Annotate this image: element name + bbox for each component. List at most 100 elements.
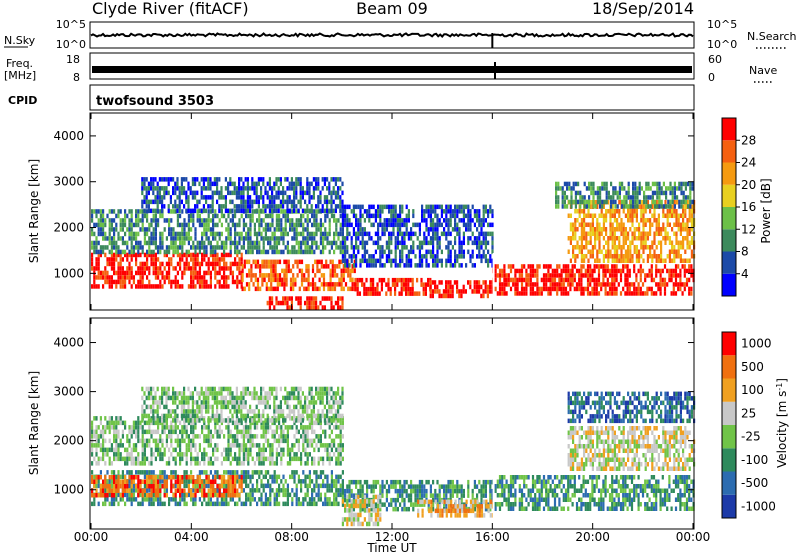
power-cell [157, 257, 160, 262]
power-cell [247, 231, 250, 237]
power-cell [368, 258, 371, 264]
power-cell [632, 190, 635, 196]
power-cell [306, 222, 309, 228]
power-cell [491, 249, 494, 255]
power-cell [148, 236, 151, 241]
power-cell [355, 204, 358, 210]
power-cell [150, 222, 153, 228]
velocity-cell [425, 499, 429, 505]
power-cell [340, 268, 343, 274]
power-cell [342, 286, 345, 292]
power-cell [159, 284, 162, 289]
power-cell [671, 190, 674, 196]
power-cell [580, 218, 583, 223]
power-cell [341, 258, 344, 264]
power-cell [641, 282, 645, 287]
power-cell [458, 240, 461, 246]
power-cell [286, 208, 289, 214]
power-cell [214, 209, 217, 214]
velocity-cell [385, 497, 388, 503]
power-cell [412, 222, 415, 228]
velocity-cell [423, 499, 426, 505]
power-region [341, 204, 494, 268]
power-cell [167, 204, 170, 209]
power-cell [154, 266, 157, 271]
power-cell [610, 181, 613, 187]
power-cell [650, 291, 653, 296]
power-cell [462, 284, 465, 290]
power-cell [216, 213, 219, 219]
power-cell [422, 282, 425, 287]
power-region [141, 177, 344, 214]
velocity-cell [278, 492, 281, 498]
power-cell [172, 279, 175, 285]
power-cell [234, 240, 237, 246]
power-cell [322, 273, 326, 278]
power-cell [558, 277, 561, 283]
power-cell [253, 209, 256, 214]
power-cell [471, 249, 474, 255]
velocity-cell [414, 488, 417, 494]
power-cell [187, 284, 190, 289]
power-cell [203, 279, 206, 285]
velocity-cell [467, 484, 470, 489]
power-cell [505, 282, 508, 287]
power-cell [611, 273, 614, 278]
power-cell [606, 268, 609, 274]
power-cell [196, 177, 199, 182]
power-cell [358, 291, 361, 296]
power-cell [368, 209, 371, 214]
power-cell [240, 284, 243, 289]
power-cell [267, 240, 270, 246]
velocity-cell [236, 479, 239, 484]
velocity-cell [392, 479, 395, 485]
velocity-cell [434, 499, 437, 505]
power-cell [207, 227, 210, 232]
power-cell [115, 227, 118, 232]
power-cell [253, 245, 256, 250]
power-cell [220, 275, 223, 280]
power-cell [340, 286, 343, 292]
power-cell [342, 264, 345, 269]
velocity-cell [99, 484, 102, 489]
power-cell [572, 222, 575, 227]
power-cell [555, 181, 558, 187]
power-cell [676, 195, 679, 200]
power-cell [176, 231, 179, 237]
power-cell [635, 258, 638, 263]
power-cell [187, 227, 190, 232]
power-cell [256, 218, 259, 223]
power-cell [352, 213, 355, 219]
power-cell [467, 213, 470, 219]
power-cell [346, 218, 349, 223]
power-cell [95, 284, 98, 289]
power-cell [266, 181, 269, 187]
power-cell [170, 236, 173, 241]
velocity-cell [93, 493, 96, 498]
power-cell [427, 227, 430, 232]
velocity-cell [236, 470, 239, 475]
power-cell [523, 291, 526, 296]
power-cell [341, 254, 344, 259]
power-cell [211, 181, 214, 187]
velocity-cell [394, 488, 397, 494]
power-cell [330, 195, 333, 200]
power-cell [235, 204, 238, 209]
power-cell [251, 245, 254, 250]
power-cell [601, 186, 604, 191]
power-cell [337, 218, 340, 223]
velocity-cell [392, 484, 395, 489]
power-cell [311, 286, 315, 292]
power-cell [673, 195, 676, 200]
power-cell [573, 286, 576, 292]
power-cell [172, 249, 175, 255]
power-cell [525, 286, 528, 292]
velocity-cell [417, 513, 420, 518]
power-cell [633, 268, 636, 274]
power-cell [161, 261, 164, 267]
power-cell [246, 177, 249, 182]
power-cell [218, 195, 221, 200]
velocity-cell [487, 508, 490, 514]
power-cell [240, 236, 243, 241]
power-cell [339, 227, 342, 232]
